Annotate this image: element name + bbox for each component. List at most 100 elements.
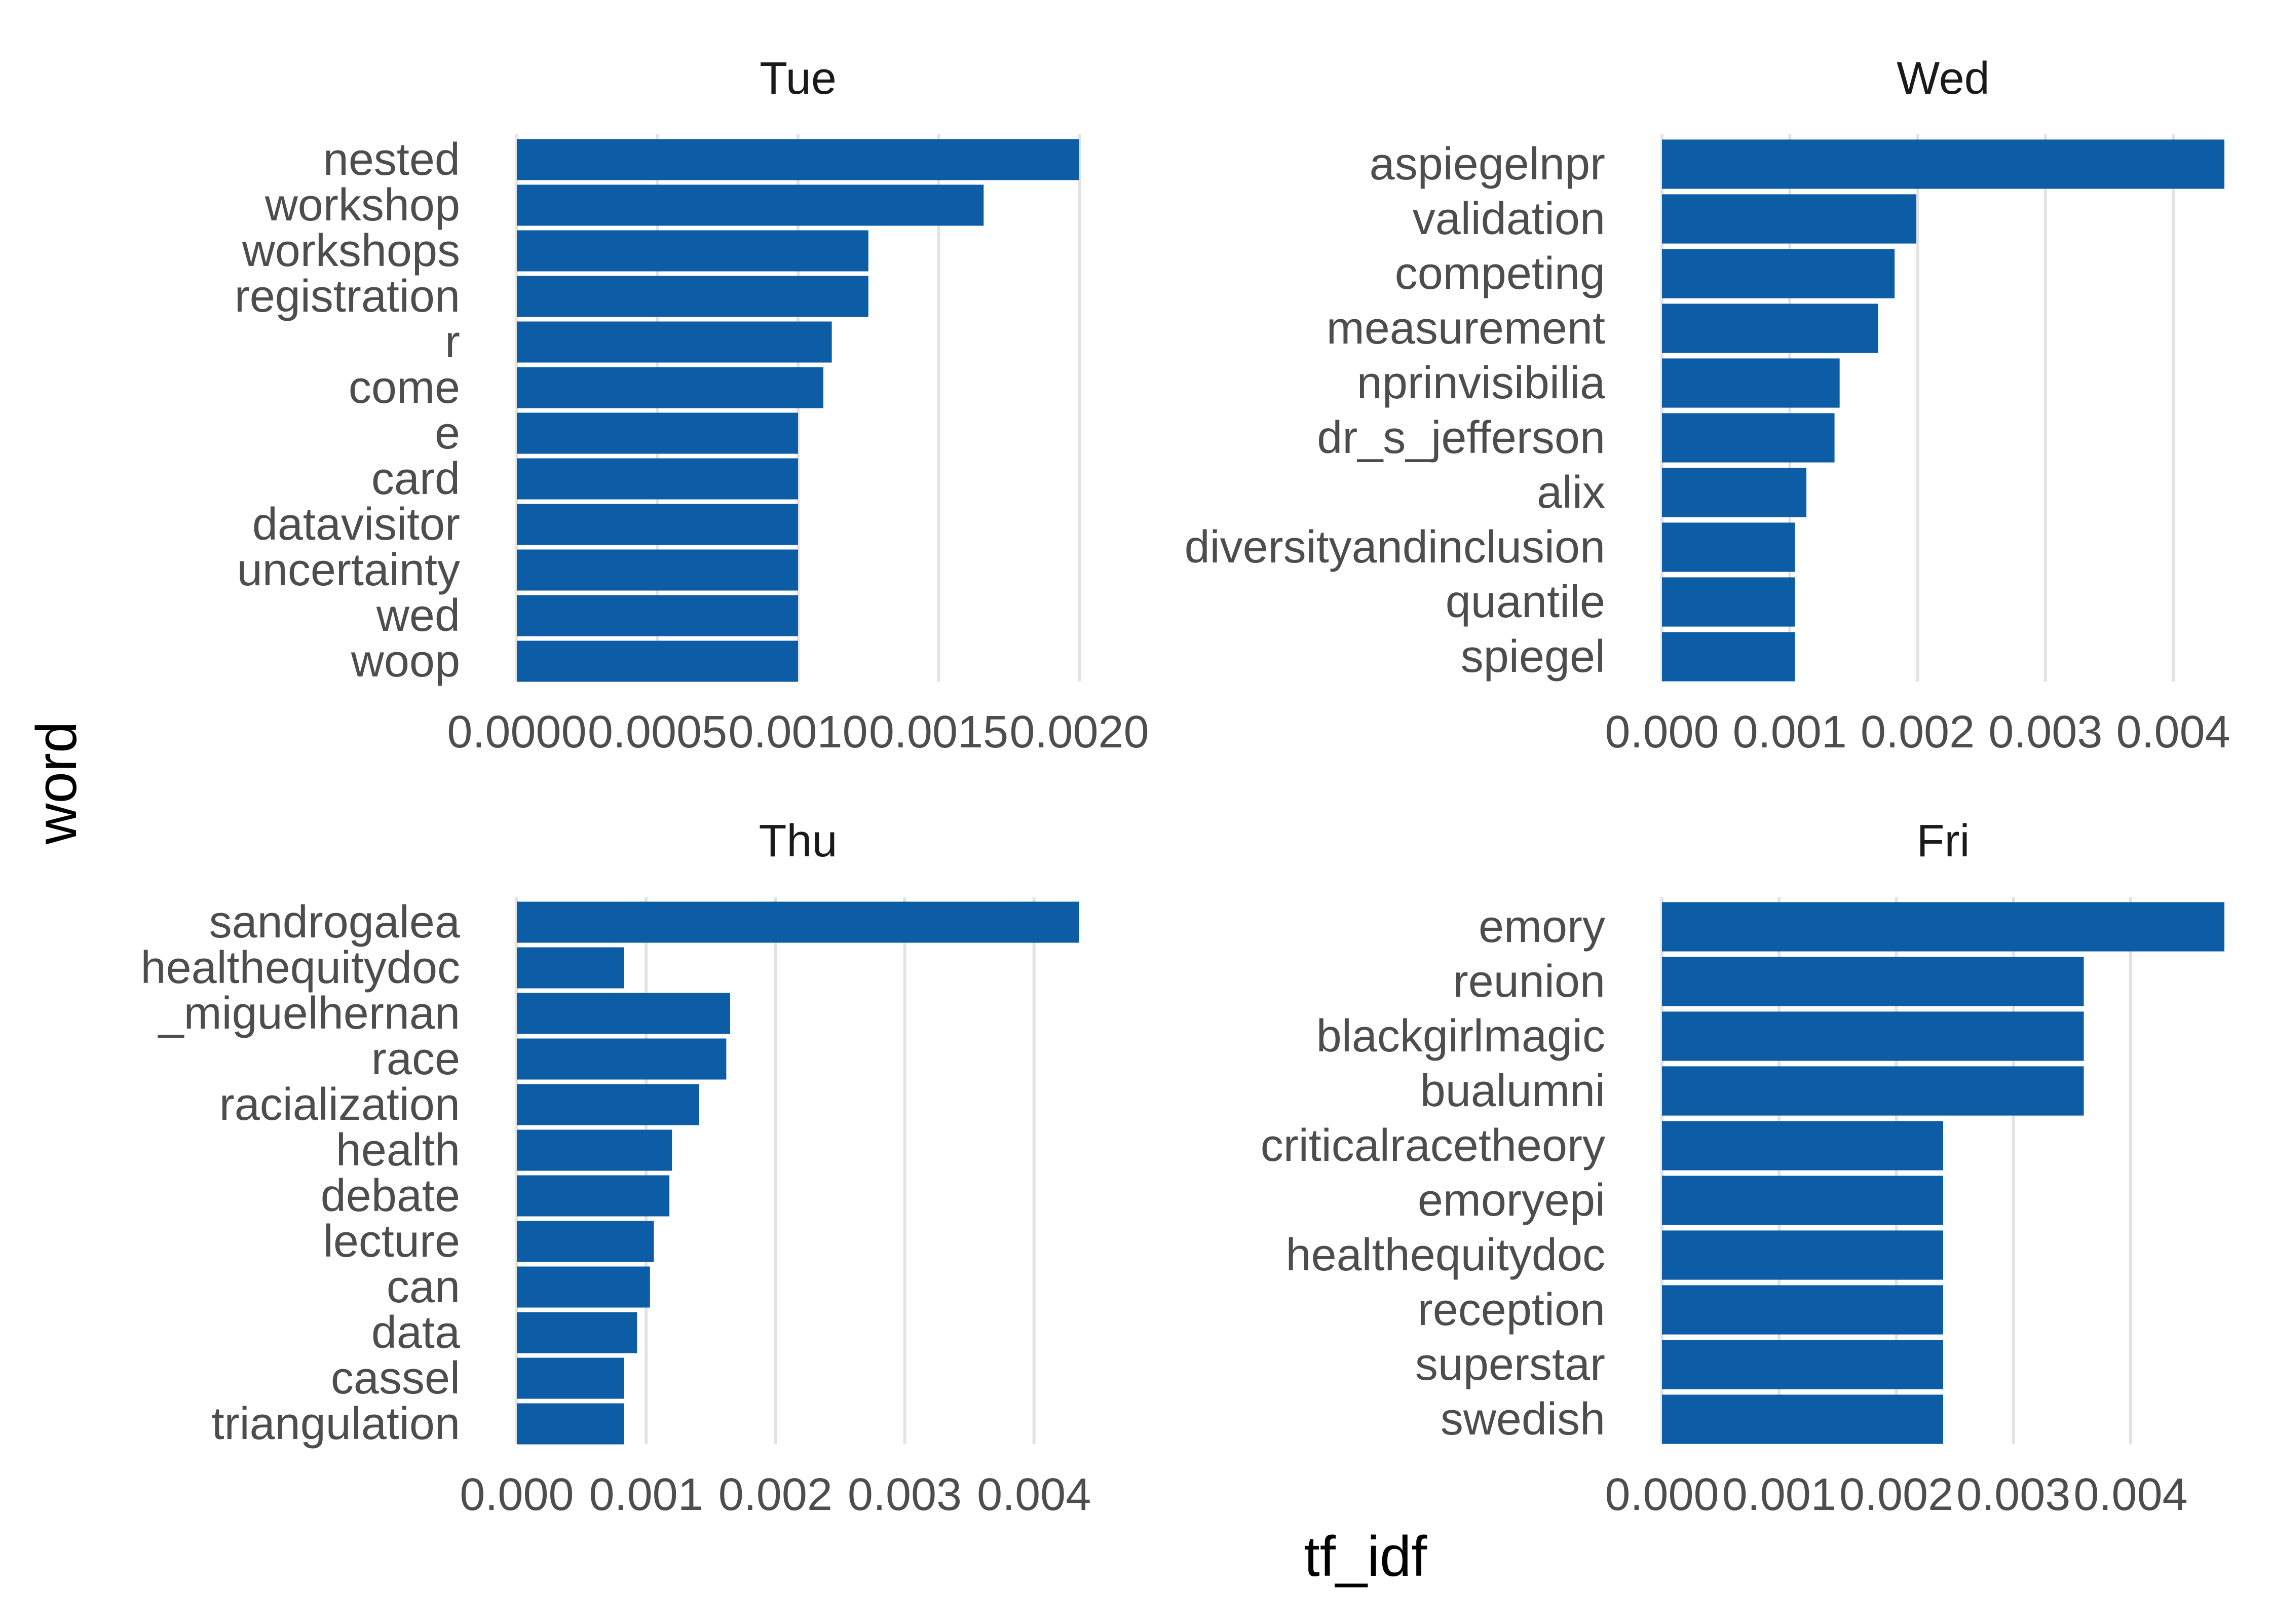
bar-spiegel: [1662, 632, 1795, 682]
category-label: workshops: [242, 225, 460, 276]
bar-uncertainty: [517, 549, 798, 591]
bar-workshop: [517, 184, 984, 226]
category-label: wed: [376, 590, 460, 641]
bar-racialization: [517, 1084, 699, 1125]
category-label: cassel: [331, 1353, 460, 1404]
category-label: dr_s_jefferson: [1317, 412, 1605, 463]
category-label: aspiegelnpr: [1370, 139, 1605, 190]
x-tick-label: 0.0000: [447, 707, 586, 758]
bar-cassel: [517, 1357, 624, 1399]
category-label: woop: [351, 636, 460, 687]
bar-bualumni: [1662, 1066, 2084, 1116]
bar-swedish: [1662, 1394, 1943, 1444]
category-label: uncertainty: [237, 545, 460, 595]
bar-card: [517, 458, 798, 500]
category-label: criticalracetheory: [1261, 1120, 1605, 1171]
category-label: come: [349, 362, 460, 413]
category-label: data: [371, 1307, 461, 1358]
facet-title: Wed: [1897, 53, 1989, 104]
category-label: competing: [1395, 248, 1605, 299]
bar-_miguelhernan: [517, 993, 731, 1034]
category-label: measurement: [1327, 303, 1605, 354]
category-label: reunion: [1453, 956, 1605, 1007]
bar-workshops: [517, 230, 868, 272]
bar-measurement: [1662, 304, 1878, 353]
bar-superstar: [1662, 1340, 1943, 1389]
x-tick-label: 0.0020: [1009, 707, 1149, 758]
facet-title: Fri: [1917, 816, 1970, 866]
x-tick-label: 0.0015: [869, 707, 1008, 758]
bar-woop: [517, 640, 798, 682]
bar-healthequitydoc: [1662, 1230, 1943, 1280]
category-label: reception: [1418, 1285, 1605, 1335]
bar-race: [517, 1038, 727, 1080]
bar-emory: [1662, 902, 2224, 952]
bar-validation: [1662, 194, 1917, 244]
bar-sandrogalea: [517, 901, 1079, 943]
x-tick-label: 0.001: [1722, 1469, 1836, 1520]
bar-can: [517, 1266, 650, 1308]
bar-competing: [1662, 249, 1895, 298]
facet-panel-fri: Fri emoryreunionblackgirlmagicbualumnicri…: [1261, 816, 2224, 1520]
bar-blackgirlmagic: [1662, 1011, 2084, 1061]
category-label: quantile: [1446, 577, 1605, 627]
bar-aspiegelnpr: [1662, 139, 2224, 189]
facet-title: Thu: [759, 816, 837, 866]
category-label: sandrogalea: [209, 897, 461, 948]
category-label: registration: [235, 271, 460, 322]
category-label: healthequitydoc: [1286, 1230, 1605, 1280]
facet-panel-thu: Thu sandrogaleahealthequitydoc_miguelhern…: [141, 816, 1091, 1520]
bar-nested: [517, 139, 1079, 180]
x-tick-label: 0.004: [2073, 1469, 2187, 1520]
bar-triangulation: [517, 1403, 624, 1445]
bar-reception: [1662, 1285, 1943, 1335]
category-label: emory: [1479, 901, 1605, 952]
category-label: nprinvisibilia: [1357, 358, 1606, 408]
bar-data: [517, 1312, 637, 1353]
bar-healthequitydoc: [517, 947, 624, 989]
category-label: spiegel: [1461, 631, 1605, 682]
bar-debate: [517, 1175, 670, 1217]
category-label: nested: [323, 134, 460, 185]
bar-e: [517, 412, 798, 454]
x-tick-label: 0.0010: [728, 707, 867, 758]
bar-r: [517, 321, 832, 363]
x-tick-label: 0.002: [718, 1469, 833, 1520]
category-label: _miguelhernan: [158, 988, 460, 1039]
category-label: datavisitor: [252, 499, 460, 550]
x-tick-label: 0.001: [589, 1469, 703, 1520]
bar-alix: [1662, 468, 1807, 517]
x-tick-label: 0.000: [1605, 1469, 1719, 1520]
category-label: validation: [1413, 194, 1605, 244]
category-label: triangulation: [212, 1399, 460, 1449]
category-label: diversityandinclusion: [1185, 522, 1605, 573]
category-label: r: [445, 317, 460, 367]
category-label: superstar: [1415, 1339, 1605, 1390]
bar-lecture: [517, 1221, 654, 1262]
x-tick-label: 0.000: [460, 1469, 574, 1520]
category-label: racialization: [219, 1079, 460, 1130]
category-label: emoryepi: [1418, 1175, 1605, 1226]
category-label: health: [336, 1125, 460, 1176]
x-tick-label: 0.004: [2116, 707, 2230, 758]
category-label: blackgirlmagic: [1316, 1011, 1605, 1062]
x-tick-label: 0.004: [977, 1469, 1091, 1520]
category-label: swedish: [1441, 1394, 1605, 1445]
x-tick-label: 0.003: [848, 1469, 962, 1520]
bar-quantile: [1662, 577, 1795, 627]
x-tick-label: 0.003: [1988, 707, 2102, 758]
x-tick-label: 0.002: [1839, 1469, 1953, 1520]
category-label: alix: [1537, 467, 1605, 518]
facet-title: Tue: [760, 53, 837, 104]
x-tick-label: 0.000: [1605, 707, 1719, 758]
bar-datavisitor: [517, 504, 798, 545]
bar-wed: [517, 595, 798, 636]
bar-health: [517, 1129, 672, 1171]
facet-panel-wed: Wed aspiegelnprvalidationcompetingmeasure…: [1185, 53, 2230, 758]
category-label: lecture: [323, 1216, 460, 1267]
facet-panel-tue: Tuenestedworkshopworkshopsregistrationrc…: [235, 53, 1149, 758]
x-tick-label: 0.001: [1733, 707, 1847, 758]
bar-diversityandinclusion: [1662, 522, 1795, 572]
category-label: can: [387, 1262, 460, 1312]
x-tick-label: 0.0005: [588, 707, 727, 758]
